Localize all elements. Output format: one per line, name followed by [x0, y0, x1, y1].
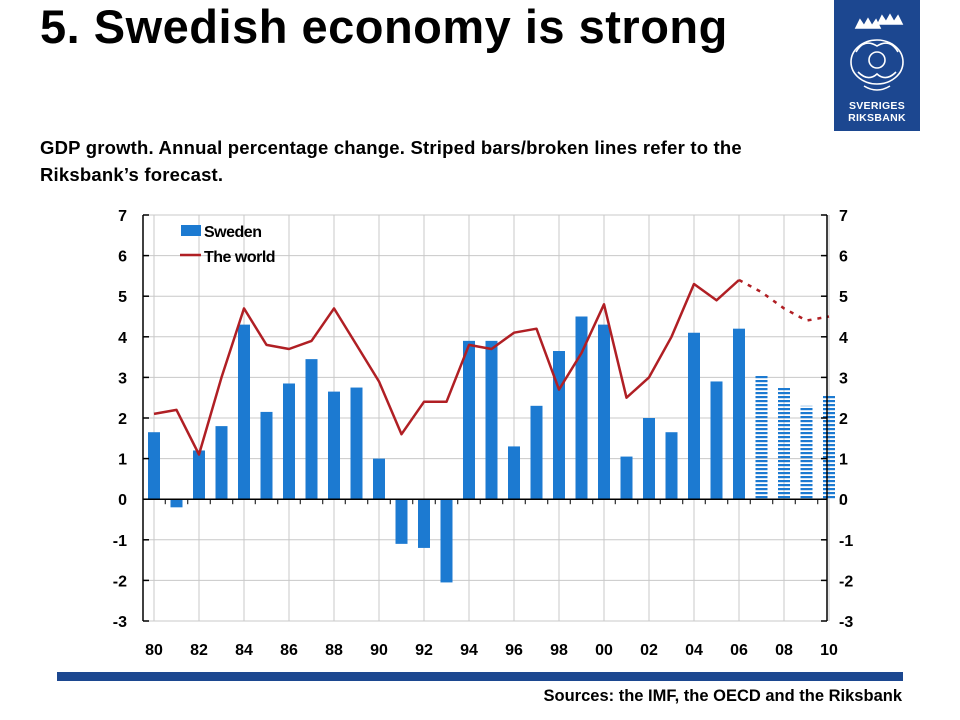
world-line	[153, 278, 830, 456]
sweden-bar	[575, 316, 588, 500]
y-tick-label-left: 3	[118, 370, 127, 387]
page-subtitle: GDP growth. Annual percentage change. St…	[40, 137, 742, 185]
sweden-forecast-bar	[823, 395, 835, 500]
sweden-bar	[305, 359, 318, 500]
y-tick-label-left: 5	[118, 289, 127, 306]
y-tick-label-left: -3	[113, 614, 127, 631]
x-tick-label: 08	[775, 642, 793, 659]
sweden-bar	[665, 432, 678, 500]
x-tick-label: 86	[280, 642, 298, 659]
x-tick-label: 82	[190, 642, 208, 659]
y-tick-label-left: 6	[118, 249, 127, 266]
riksbank-logo: SVERIGES RIKSBANK	[834, 0, 920, 131]
sweden-bar	[373, 458, 385, 500]
sweden-bar	[418, 499, 430, 548]
source-note: Sources: the IMF, the OECD and the Riksb…	[543, 687, 902, 705]
axes: 7 76 65 54 43 32 21 10 0-1 -1-2 -2-3 -380 82 84 86 88 90…	[113, 208, 854, 659]
x-tick-label: 88	[325, 642, 343, 659]
y-tick-label-right: 4	[839, 330, 848, 347]
sweden-bar	[328, 391, 340, 500]
y-tick-label-right: -1	[839, 533, 853, 550]
x-tick-label: 84	[235, 642, 253, 659]
x-tick-label: 02	[640, 642, 658, 659]
sweden-bar	[170, 499, 183, 508]
sweden-bar	[283, 383, 295, 500]
x-tick-label: 94	[460, 642, 478, 659]
gdp-growth-chart: 7 76 65 54 43 32 21 10 0-1 -1-2 -2-3 -380 82 84 86 88 90…	[113, 208, 854, 659]
y-tick-label-left: 0	[118, 492, 127, 509]
sweden-bar	[508, 446, 520, 500]
legend: Sweden The world	[180, 224, 276, 266]
legend-sweden-label: Sweden	[204, 224, 261, 241]
x-tick-label: 92	[415, 642, 433, 659]
sweden-bar	[598, 324, 610, 500]
y-tick-label-left: 4	[118, 330, 127, 347]
sweden-bar	[463, 340, 475, 500]
page-title: 5. Swedish economy is strong	[40, 0, 728, 53]
y-tick-label-left: -1	[113, 533, 127, 550]
legend-sweden-swatch	[181, 225, 201, 236]
sweden-forecast-bar	[778, 387, 790, 500]
y-tick-label-right: -2	[839, 573, 853, 590]
y-tick-label-right: 5	[839, 289, 848, 306]
y-tick-label-left: 7	[118, 208, 127, 225]
x-tick-label: 04	[685, 642, 703, 659]
sweden-bar	[238, 324, 250, 500]
sweden-bar	[643, 418, 655, 500]
sweden-bar	[440, 499, 453, 583]
sweden-bar	[395, 499, 408, 544]
logo-line-2: RIKSBANK	[848, 112, 906, 124]
y-tick-label-right: 1	[839, 452, 848, 469]
y-tick-label-right: -3	[839, 614, 853, 631]
sweden-bar	[553, 351, 565, 500]
x-tick-label: 06	[730, 642, 748, 659]
world-line-actual	[153, 279, 740, 456]
y-tick-label-right: 0	[839, 492, 848, 509]
sweden-bars	[148, 316, 835, 583]
sweden-bar	[148, 432, 160, 500]
x-tick-label: 98	[550, 642, 568, 659]
x-tick-label: 80	[145, 642, 163, 659]
y-tick-label-right: 6	[839, 249, 848, 266]
x-tick-label: 00	[595, 642, 613, 659]
sweden-bar	[193, 450, 205, 500]
y-tick-label-right: 7	[839, 208, 848, 225]
y-tick-label-right: 3	[839, 370, 848, 387]
y-tick-label-left: 1	[118, 452, 127, 469]
y-tick-label-left: -2	[113, 573, 127, 590]
sweden-bar	[733, 328, 745, 500]
sweden-bar	[530, 405, 543, 500]
riksbank-crest-icon	[850, 13, 904, 91]
footer-bar	[57, 672, 903, 681]
x-tick-label: 90	[370, 642, 388, 659]
world-line-forecast	[738, 278, 830, 322]
sweden-forecast-bar	[800, 405, 813, 500]
sweden-forecast-bar	[755, 375, 768, 500]
sweden-bar	[710, 381, 723, 500]
sweden-bar	[260, 411, 273, 500]
y-tick-label-right: 2	[839, 411, 848, 428]
sweden-bar	[688, 332, 700, 500]
legend-world-label: The world	[204, 249, 275, 266]
x-tick-label: 96	[505, 642, 523, 659]
sweden-bar	[215, 426, 228, 500]
logo-line-1: SVERIGES	[848, 100, 906, 112]
sweden-bar	[620, 456, 633, 500]
sweden-bar	[485, 340, 498, 500]
sweden-bar	[350, 387, 363, 500]
x-tick-label: 10	[820, 642, 838, 659]
y-tick-label-left: 2	[118, 411, 127, 428]
